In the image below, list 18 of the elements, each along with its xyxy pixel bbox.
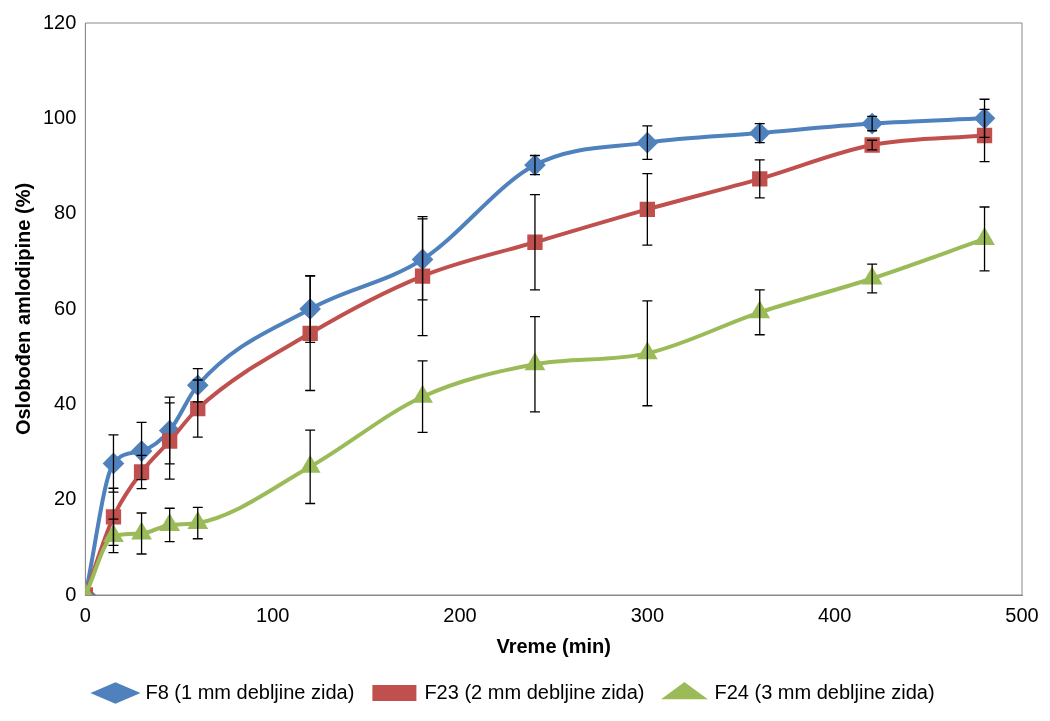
x-tick-label: 300: [630, 603, 665, 626]
x-axis-title: Vreme (min): [496, 634, 611, 657]
y-tick-label: 60: [54, 296, 77, 319]
legend-label: F24 (3 mm debljine zida): [714, 680, 935, 703]
x-tick-label: 0: [79, 603, 91, 626]
y-tick-label: 80: [54, 201, 77, 224]
y-axis-title: Oslobođen amlodipine (%): [11, 182, 34, 436]
x-tick-label: 400: [817, 603, 852, 626]
legend-label: F23 (2 mm debljine zida): [424, 680, 645, 703]
y-tick-label: 20: [54, 487, 77, 510]
y-tick-label: 40: [54, 391, 77, 414]
y-tick-label: 0: [65, 582, 77, 605]
x-tick-label: 500: [1005, 603, 1039, 626]
legend-label: F8 (1 mm debljine zida): [145, 680, 355, 703]
y-tick-label: 100: [42, 105, 77, 128]
x-tick-label: 200: [443, 603, 477, 626]
x-tick-label: 100: [256, 603, 290, 626]
y-tick-label: 120: [42, 10, 77, 33]
